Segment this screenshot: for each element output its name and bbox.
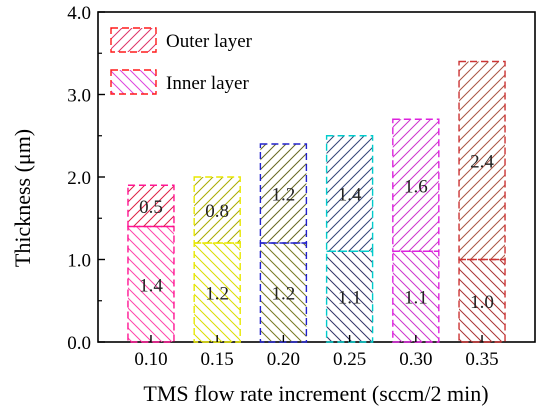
inner-value-label: 1.0 — [470, 292, 494, 313]
inner-value-label: 1.1 — [338, 288, 362, 309]
bar-outer-layer — [193, 176, 241, 244]
x-tick-label: 0.15 — [201, 349, 234, 370]
x-tick-label: 0.25 — [333, 349, 366, 370]
bar-group-0.15: 1.2 0.8 — [193, 176, 241, 343]
bar-group-0.20: 1.2 1.2 — [259, 143, 308, 343]
x-tick-label: 0.35 — [465, 349, 498, 370]
bar-group-0.30: 1.1 1.6 — [392, 118, 440, 343]
legend-item: Outer layer — [110, 27, 253, 53]
bars: 1.4 0.5 1.2 0.8 1.2 1.2 1.1 1.4 1.1 1.6 1.0 2.4 — [127, 60, 506, 343]
bar-outer-layer — [458, 60, 506, 261]
x-tick-label: 0.20 — [267, 349, 300, 370]
x-tick-label: 0.10 — [134, 349, 167, 370]
inner-value-label: 1.2 — [205, 284, 229, 305]
y-tick-label: 3.0 — [67, 86, 91, 107]
y-tick-label: 1.0 — [67, 251, 91, 272]
x-tick-label: 0.30 — [399, 349, 432, 370]
legend-label: Outer layer — [166, 31, 253, 52]
bar-group-0.25: 1.1 1.4 — [325, 135, 374, 343]
outer-value-label: 0.5 — [139, 197, 163, 218]
legend-label: Inner layer — [166, 73, 249, 94]
y-tick-label: 0.0 — [67, 333, 91, 354]
outer-value-label: 1.4 — [338, 185, 362, 206]
inner-value-label: 1.2 — [272, 284, 296, 305]
y-tick-label: 4.0 — [67, 3, 91, 24]
axes: 0.0 1.0 2.0 3.0 4.0 0.10 0.15 0.20 0.25 0.30 0.35 — [67, 3, 498, 370]
bar-outer-layer — [392, 118, 440, 252]
legend-swatch — [110, 27, 157, 53]
y-tick-label: 2.0 — [67, 168, 91, 189]
x-axis-title: TMS flow rate increment (sccm/2 min) — [143, 381, 488, 406]
inner-value-label: 1.4 — [139, 275, 163, 296]
legend-swatch — [110, 69, 157, 95]
legend: Outer layer Inner layer — [110, 27, 253, 95]
bar-group-0.10: 1.4 0.5 — [127, 184, 175, 343]
outer-value-label: 2.4 — [470, 152, 494, 173]
inner-value-label: 1.1 — [404, 288, 428, 309]
bar-inner-layer — [259, 242, 308, 343]
legend-item: Inner layer — [110, 69, 249, 95]
bar-outer-layer — [259, 143, 308, 244]
outer-value-label: 1.2 — [272, 185, 296, 206]
outer-value-label: 1.6 — [404, 176, 428, 197]
y-axis-title: Thickness (μm) — [10, 129, 35, 267]
bar-group-0.35: 1.0 2.4 — [458, 60, 506, 343]
bar-inner-layer — [325, 250, 374, 343]
bar-outer-layer — [325, 135, 374, 252]
bar-outer-layer — [127, 184, 175, 228]
outer-value-label: 0.8 — [205, 201, 229, 222]
